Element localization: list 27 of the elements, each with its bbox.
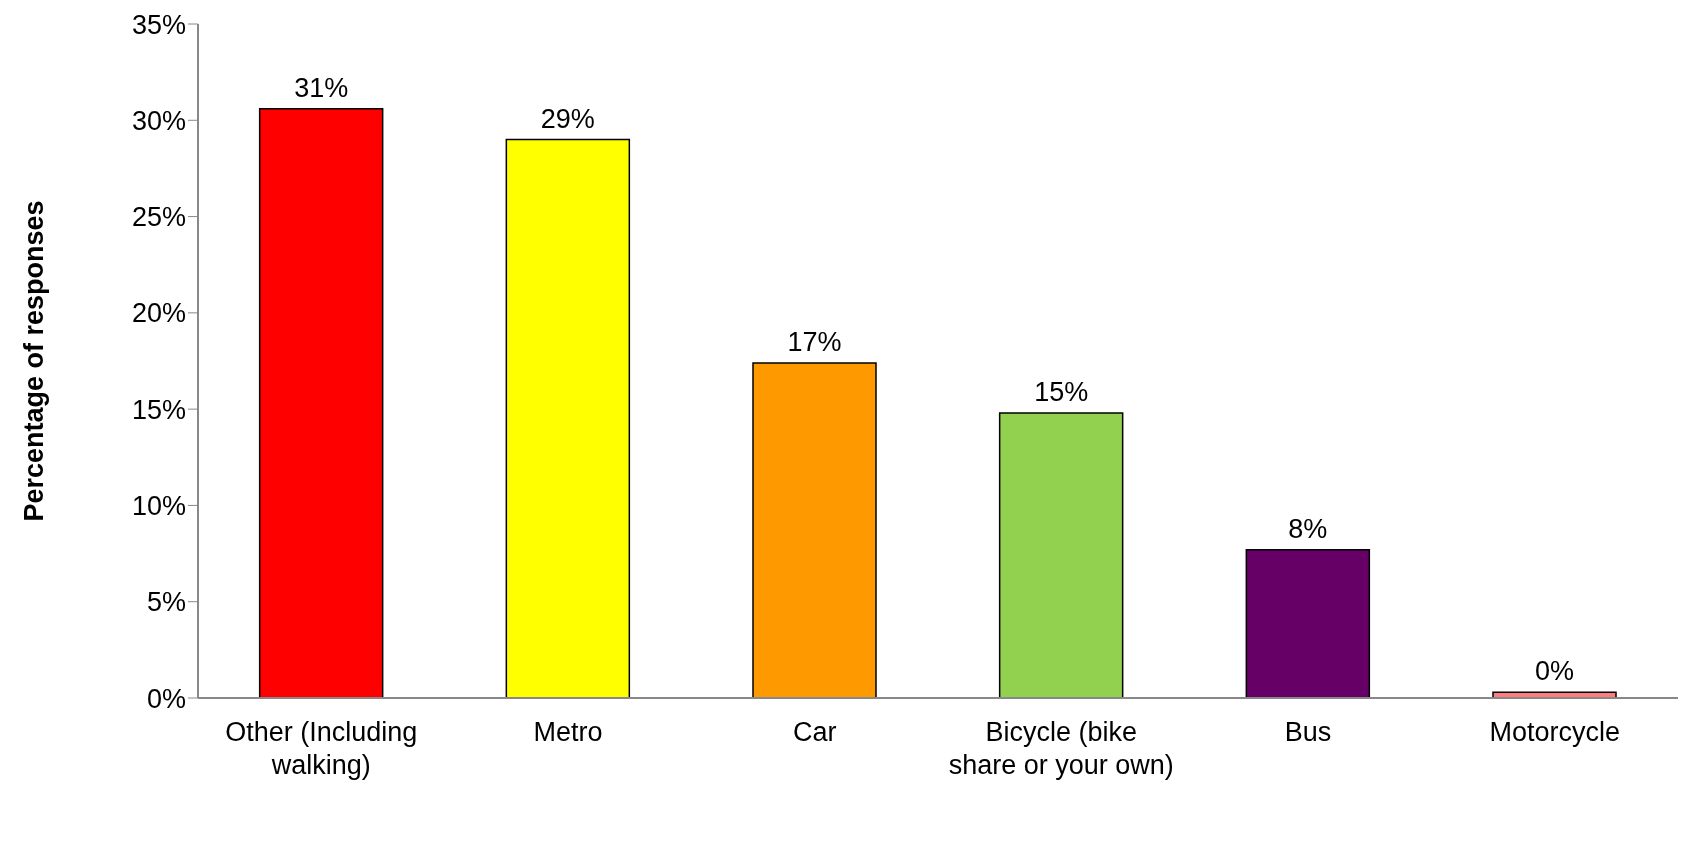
bar <box>258 107 384 698</box>
data-label: 29% <box>540 103 595 134</box>
x-tick-label: Car <box>792 717 837 747</box>
y-tick-label: 35% <box>131 9 186 40</box>
bar <box>1492 691 1617 698</box>
y-tick-label: 25% <box>131 202 186 233</box>
data-label: 31% <box>294 72 349 103</box>
data-label: 15% <box>1034 376 1089 407</box>
y-tick-label: 20% <box>131 298 186 329</box>
x-tick-label: Metro <box>533 717 603 747</box>
x-tick-label: Motorcycle <box>1489 717 1620 747</box>
x-tick-label: Other (Including walking) <box>225 717 418 780</box>
bar <box>998 412 1124 698</box>
y-axis-title: Percentage of responses <box>18 200 49 522</box>
data-label: 17% <box>787 326 842 357</box>
x-tick-label: Bicycle (bike share or your own) <box>948 717 1174 780</box>
data-label: 8% <box>1288 513 1328 544</box>
y-tick-label: 15% <box>131 394 186 425</box>
bar <box>1245 548 1371 698</box>
y-tick-label: 0% <box>146 683 186 714</box>
x-tick-label: Bus <box>1284 717 1332 747</box>
y-tick-label: 30% <box>131 105 186 136</box>
bar <box>752 362 877 698</box>
y-tick-label: 5% <box>146 587 186 618</box>
y-tick-label: 10% <box>131 491 186 522</box>
bar <box>505 138 631 698</box>
data-label: 0% <box>1534 656 1575 687</box>
